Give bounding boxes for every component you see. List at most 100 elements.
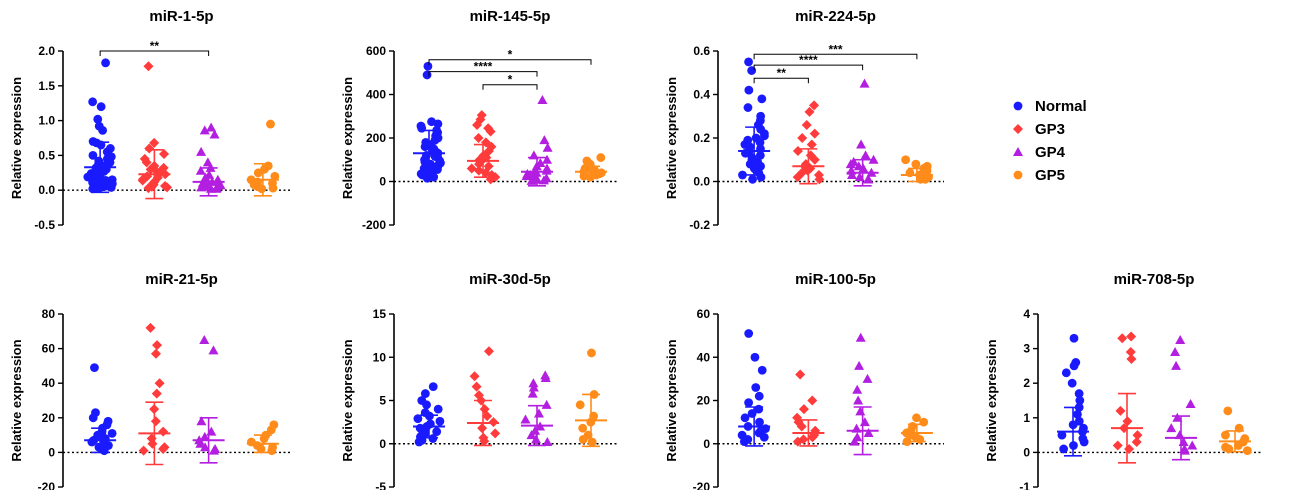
data-point [1132, 430, 1143, 441]
data-point [208, 345, 219, 355]
data-point [807, 395, 818, 406]
group-gp4 [845, 78, 879, 187]
y-tick-label: 0.2 [693, 131, 710, 145]
data-point [158, 426, 169, 437]
data-point [807, 432, 818, 443]
data-point [1179, 445, 1190, 455]
data-point [199, 125, 210, 135]
data-point [257, 184, 267, 194]
data-point [849, 436, 860, 446]
legend-item-gp5: GP5 [1013, 167, 1065, 184]
data-point [105, 157, 115, 167]
data-point [1131, 437, 1142, 448]
significance-label: **** [474, 60, 493, 74]
chart-panel: miR-30d-5p Relative expression -5 0 5 10 15 [340, 271, 618, 490]
data-point [266, 425, 276, 435]
chart-panel: miR-145-5p Relative expression -200 0 200 400… [340, 8, 618, 232]
data-point [804, 106, 815, 117]
data-point [196, 182, 207, 192]
y-tick-label: 20 [697, 394, 711, 408]
group-gp3 [792, 369, 825, 447]
data-point [154, 378, 165, 389]
bracket-line [428, 59, 592, 65]
data-point [471, 381, 482, 392]
data-point [200, 442, 211, 452]
data-point [747, 66, 757, 75]
bracket-line [753, 53, 918, 60]
data-point [792, 436, 803, 447]
data-point [863, 174, 874, 184]
data-point [259, 434, 269, 443]
data-point [542, 154, 553, 164]
data-point [739, 437, 749, 446]
chart-panel: miR-21-5p Relative expression -20 0 20 40 60 80 [9, 271, 290, 490]
data-point [143, 61, 154, 72]
data-point [88, 184, 98, 194]
data-point [526, 430, 537, 440]
data-point [533, 408, 544, 418]
data-point [860, 150, 871, 160]
chart-panel: miR-100-5p Relative expression -20 0 20 40 60 [664, 271, 944, 490]
data-point [162, 182, 173, 193]
data-point [744, 329, 754, 338]
data-point [209, 129, 220, 139]
data-point [863, 427, 874, 437]
y-tick-label: 0.0 [38, 183, 55, 197]
data-point [1069, 361, 1079, 371]
group-gp4 [192, 122, 226, 197]
data-point [413, 414, 423, 424]
y-tick-label: 10 [373, 350, 387, 364]
data-point [435, 416, 445, 426]
y-tick-label: 4 [1023, 307, 1030, 321]
data-point [1233, 441, 1243, 450]
data-point [542, 437, 553, 447]
data-point [755, 417, 764, 427]
data-point [482, 411, 493, 422]
y-tick-label: 0 [379, 175, 386, 189]
chart-panel: miR-708-5p Relative expression -1 0 1 2 3 4 [984, 271, 1262, 490]
data-point [587, 348, 596, 358]
data-point [144, 143, 155, 154]
data-point [757, 94, 767, 104]
significance-bracket: *** [753, 42, 918, 60]
data-point [199, 431, 210, 441]
data-point [859, 417, 870, 427]
group-gp4 [846, 332, 879, 456]
group-normal [84, 363, 117, 456]
data-point [814, 174, 825, 185]
data-point [1223, 406, 1233, 416]
data-point [587, 437, 597, 447]
data-point [420, 142, 430, 152]
y-axis-title: Relative expression [9, 339, 24, 461]
data-point [433, 404, 443, 414]
y-tick-label: 40 [42, 376, 56, 390]
y-tick-label: -5 [375, 480, 386, 490]
data-point [760, 131, 769, 141]
data-point [98, 125, 108, 135]
group-gp5 [900, 155, 933, 184]
data-point [1069, 333, 1079, 343]
data-point [806, 139, 817, 150]
data-point [472, 119, 483, 130]
data-point [88, 413, 98, 423]
y-tick-label: 0.4 [693, 88, 710, 102]
y-tick-label: 0 [1023, 445, 1030, 459]
y-tick-label: -0.2 [689, 218, 710, 232]
data-point [195, 438, 206, 448]
group-gp5 [1219, 406, 1252, 456]
data-point [88, 97, 98, 107]
data-point [158, 443, 169, 454]
group-gp4 [521, 94, 553, 187]
legend-label: GP3 [1035, 121, 1065, 138]
data-point [738, 170, 747, 180]
data-point [740, 413, 750, 423]
data-point [414, 437, 424, 447]
significance-bracket: * [428, 48, 592, 65]
data-point [575, 400, 585, 410]
data-point [141, 157, 152, 168]
bracket-line [428, 71, 538, 77]
group-gp3 [466, 110, 501, 185]
y-tick-label: 2.0 [38, 44, 55, 58]
significance-bracket: **** [428, 60, 538, 77]
y-tick-label: 0.0 [693, 175, 710, 189]
